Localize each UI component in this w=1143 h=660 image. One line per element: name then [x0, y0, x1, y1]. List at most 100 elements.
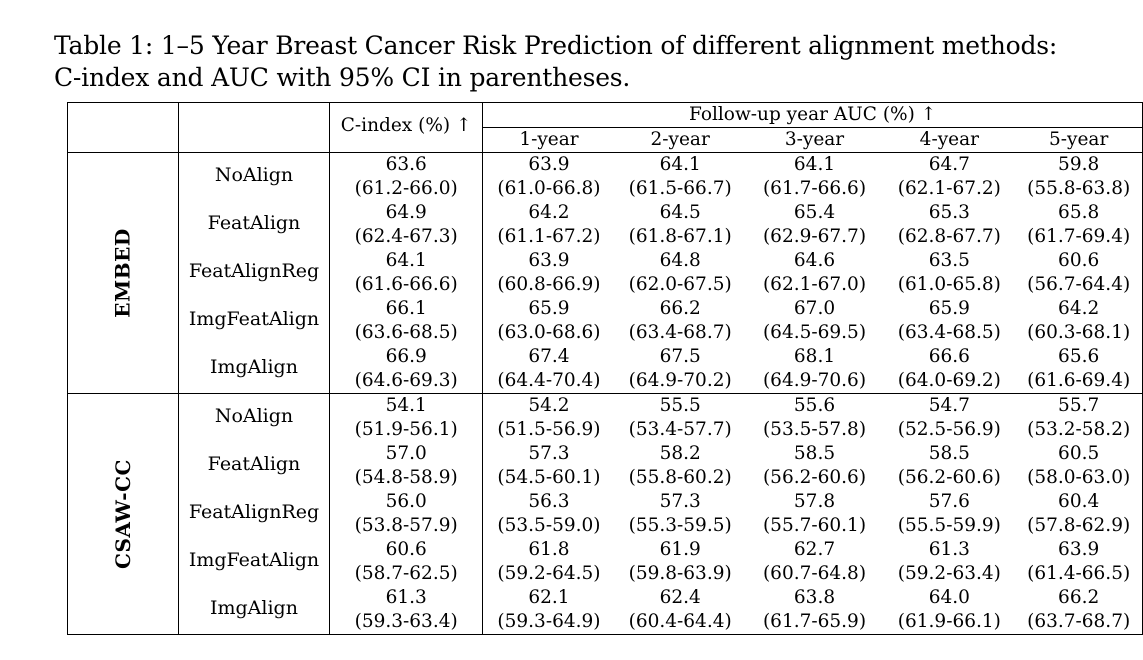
auc-cell: 58.2 (55.8-60.2): [615, 442, 746, 490]
auc-cell: 64.8 (62.0-67.5): [615, 249, 746, 297]
confidence-interval: (61.0-65.8): [897, 274, 1001, 295]
metric-value: 57.8: [793, 491, 836, 512]
metric-value: 64.2: [528, 202, 570, 223]
metric-value: 57.3: [659, 491, 701, 512]
confidence-interval: (55.7-60.1): [762, 515, 867, 536]
header-year-5: 5-year: [1015, 127, 1143, 153]
confidence-interval: (58.0-63.0): [1027, 467, 1131, 488]
metric-value: 63.9: [1058, 539, 1100, 560]
metric-value: 57.6: [928, 491, 970, 512]
auc-cell: 67.4 (64.4-70.4): [482, 345, 615, 394]
confidence-interval: (63.6-68.5): [354, 322, 458, 343]
auc-cell: 55.6 (53.5-57.8): [746, 394, 884, 443]
header-corner-dataset: [67, 102, 179, 153]
metric-value: 58.5: [793, 443, 836, 464]
auc-cell: 68.1 (64.9-70.6): [745, 345, 884, 394]
table-row: FeatAlignReg 64.1 (61.6-66.6) 63.9 (60.8-66.…: [68, 249, 1143, 297]
cindex-cell: 66.1 (63.6-68.5): [329, 297, 484, 345]
cindex-cell: 66.9 (64.6-69.3): [329, 345, 484, 394]
metric-value: 61.3: [385, 587, 427, 608]
table-row: ImgFeatAlign 60.6 (58.7-62.5) 61.8 (59.2-64.…: [68, 538, 1143, 586]
auc-cell: 65.6 (61.6-69.4): [1015, 345, 1143, 394]
auc-cell: 58.5 (56.2-60.6): [746, 442, 884, 490]
auc-cell: 60.5 (58.0-63.0): [1015, 442, 1143, 490]
metric-value: 54.2: [528, 395, 570, 416]
confidence-interval: (63.0-68.6): [497, 322, 601, 343]
method-name: FeatAlign: [178, 201, 331, 249]
confidence-interval: (60.7-64.8): [762, 563, 867, 584]
confidence-interval: (62.8-67.7): [897, 226, 1001, 247]
metric-value: 63.5: [928, 250, 970, 271]
confidence-interval: (61.6-66.6): [354, 274, 458, 295]
confidence-interval: (61.6-69.4): [1027, 370, 1131, 391]
table-row: CSAW-CC NoAlign 54.1 (51.9-56.1) 54.2 (51.5-5…: [67, 393, 1143, 635]
auc-cell: 63.9 (60.8-66.9): [483, 249, 615, 297]
header-year-4: 4-year: [883, 127, 1016, 153]
table-header: C-index (%) ↑ Follow-up year AUC (%) ↑ 1…: [67, 102, 1143, 153]
confidence-interval: (62.9-67.7): [762, 226, 867, 247]
confidence-interval: (61.7-69.4): [1027, 226, 1131, 247]
metric-value: 56.0: [385, 491, 427, 512]
confidence-interval: (61.4-66.5): [1027, 563, 1131, 584]
confidence-interval: (60.4-64.4): [628, 611, 732, 632]
confidence-interval: (56.2-60.6): [762, 467, 867, 488]
confidence-interval: (64.6-69.3): [354, 370, 458, 391]
auc-cell: 54.2 (51.5-56.9): [483, 394, 615, 443]
caption-line-2: C-index and AUC with 95% CI in parenthes…: [54, 63, 631, 92]
cindex-cell: 54.1 (51.9-56.1): [329, 393, 484, 442]
confidence-interval: (63.4-68.5): [897, 322, 1001, 343]
cindex-cell: 56.0 (53.8-57.9): [329, 490, 484, 538]
auc-cell: 61.9 (59.8-63.9): [615, 538, 746, 586]
confidence-interval: (55.8-63.8): [1027, 178, 1131, 199]
auc-cell: 57.3 (55.3-59.5): [615, 490, 746, 538]
auc-cell: 57.3 (54.5-60.1): [483, 442, 615, 490]
confidence-interval: (61.7-65.9): [762, 611, 867, 632]
metric-value: 67.5: [659, 346, 701, 367]
confidence-interval: (59.2-63.4): [897, 563, 1001, 584]
confidence-interval: (57.8-62.9): [1027, 515, 1131, 536]
metric-value: 54.7: [928, 395, 970, 416]
metric-value: 57.3: [528, 443, 570, 464]
method-name: NoAlign: [178, 152, 331, 201]
auc-cell: 63.5 (61.0-65.8): [883, 249, 1015, 297]
confidence-interval: (53.5-57.8): [762, 419, 867, 440]
metric-value: 64.2: [1058, 298, 1100, 319]
method-name: ImgFeatAlign: [178, 538, 331, 586]
auc-cell: 67.0 (64.5-69.5): [746, 297, 884, 345]
auc-cell: 66.2 (63.7-68.7): [1015, 586, 1143, 635]
header-year-3: 3-year: [745, 127, 884, 153]
auc-cell: 67.5 (64.9-70.2): [614, 345, 746, 394]
header-cindex: C-index (%) ↑: [329, 102, 484, 153]
metric-value: 65.3: [928, 202, 970, 223]
dataset-label: CSAW-CC: [110, 459, 135, 569]
auc-cell: 61.3 (59.2-63.4): [883, 538, 1015, 586]
table-row: FeatAlignReg 56.0 (53.8-57.9) 56.3 (53.5-59.…: [68, 490, 1143, 538]
metric-value: 58.2: [659, 443, 701, 464]
metric-value: 64.0: [928, 587, 970, 608]
metric-value: 60.6: [1058, 250, 1100, 271]
metric-value: 64.7: [928, 154, 970, 175]
auc-cell: 63.8 (61.7-65.9): [745, 586, 884, 635]
auc-cell: 65.4 (62.9-67.7): [746, 201, 884, 249]
confidence-interval: (59.2-64.5): [497, 563, 601, 584]
metric-value: 58.5: [928, 443, 970, 464]
auc-cell: 64.6 (62.1-67.0): [746, 249, 884, 297]
confidence-interval: (64.4-70.4): [497, 370, 601, 391]
caption-line-1: Table 1: 1–5 Year Breast Cancer Risk Pre…: [54, 31, 1058, 60]
method-name: FeatAlignReg: [178, 490, 331, 538]
header-year-2: 2-year: [614, 127, 746, 153]
table-row: ImgAlign 66.9 (64.6-69.3) 67.4 (64.4-70.4) 67…: [68, 345, 1143, 394]
auc-cell: 61.8 (59.2-64.5): [483, 538, 615, 586]
confidence-interval: (63.4-68.7): [628, 322, 732, 343]
confidence-interval: (61.2-66.0): [354, 178, 458, 199]
method-name: NoAlign: [178, 393, 331, 442]
auc-cell: 66.2 (63.4-68.7): [615, 297, 746, 345]
metric-value: 66.1: [385, 298, 427, 319]
auc-cell: 65.9 (63.4-68.5): [883, 297, 1015, 345]
auc-cell: 65.8 (61.7-69.4): [1015, 201, 1143, 249]
auc-cell: 65.3 (62.8-67.7): [883, 201, 1015, 249]
auc-cell: 62.7 (60.7-64.8): [746, 538, 884, 586]
auc-cell: 55.7 (53.2-58.2): [1015, 393, 1143, 442]
auc-cell: 64.1 (61.7-66.6): [746, 153, 884, 202]
metric-value: 65.9: [928, 298, 970, 319]
